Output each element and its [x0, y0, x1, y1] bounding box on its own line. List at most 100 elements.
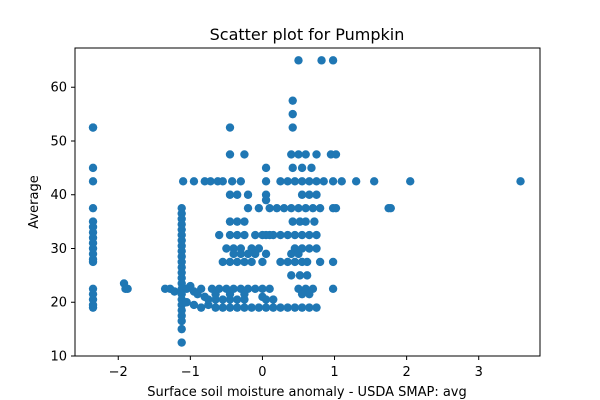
scatter-point — [196, 303, 206, 312]
scatter-point — [288, 109, 297, 119]
scatter-point — [233, 303, 242, 312]
scatter-point — [294, 203, 303, 213]
scatter-point — [369, 177, 379, 186]
y-tick-label: 40 — [50, 188, 67, 203]
scatter-point — [88, 257, 98, 267]
scatter-point — [243, 190, 253, 199]
scatter-point — [251, 230, 260, 240]
scatter-point — [315, 203, 325, 213]
scatter-point — [328, 56, 338, 65]
scatter-point — [269, 295, 278, 304]
scatter-point — [305, 289, 314, 299]
scatter-point — [214, 230, 224, 240]
y-tick-label: 20 — [50, 296, 67, 311]
scatter-point — [301, 217, 310, 226]
scatter-point — [305, 190, 314, 199]
plot-frame — [74, 47, 541, 357]
scatter-point — [331, 203, 341, 213]
scatter-point — [294, 56, 303, 65]
scatter-point — [261, 295, 271, 304]
scatter-point — [297, 163, 307, 173]
scatter-point — [254, 303, 264, 312]
scatter-point — [272, 203, 282, 213]
scatter-point — [206, 177, 215, 186]
scatter-point — [218, 257, 227, 267]
scatter-point — [276, 257, 285, 267]
scatter-point — [265, 284, 274, 294]
scatter-point — [182, 298, 191, 307]
scatter-point — [305, 177, 314, 186]
scatter-point — [240, 217, 249, 226]
scatter-point — [225, 303, 235, 312]
scatter-point — [290, 303, 300, 312]
scatter-point — [312, 244, 321, 253]
scatter-point — [261, 249, 271, 259]
scatter-point — [261, 303, 271, 312]
scatter-point — [294, 249, 303, 259]
scatter-point — [276, 230, 285, 240]
scatter-point — [177, 316, 186, 326]
scatter-point — [312, 303, 321, 312]
scatter-point — [261, 177, 271, 186]
scatter-point — [218, 295, 227, 304]
scatter-point — [189, 177, 199, 186]
scatter-point — [229, 249, 238, 259]
scatter-point — [240, 150, 249, 159]
scatter-point — [386, 203, 395, 213]
scatter-point — [247, 303, 256, 312]
scatter-point — [305, 244, 314, 253]
scatter-point — [222, 244, 231, 253]
scatter-point — [218, 303, 227, 312]
scatter-point — [265, 203, 274, 213]
y-axis-label: Average — [27, 175, 42, 228]
scatter-point — [225, 230, 235, 240]
scatter-point — [315, 257, 325, 267]
scatter-point — [240, 230, 249, 240]
scatter-point — [287, 249, 296, 259]
scatter-point — [290, 230, 300, 240]
scatter-point — [288, 123, 297, 132]
scatter-point — [88, 203, 98, 213]
scatter-point — [225, 257, 235, 267]
scatter-point — [516, 177, 525, 186]
scatter-point — [301, 150, 310, 159]
scatter-point — [225, 217, 235, 226]
scatter-point — [200, 177, 209, 186]
x-tick-label: −1 — [181, 365, 200, 380]
scatter-point — [261, 163, 271, 173]
scatter-point — [225, 123, 235, 132]
scatter-point — [337, 177, 346, 186]
scatter-point — [211, 289, 220, 299]
scatter-point — [88, 163, 98, 173]
scatter-point — [269, 230, 278, 240]
scatter-point — [233, 190, 242, 199]
tick-layer: −2 −1 0 1 2 3 10 20 30 40 50 60 — [50, 81, 482, 380]
scatter-point — [312, 230, 321, 240]
scatter-point — [283, 257, 292, 267]
scatter-point — [283, 177, 292, 186]
scatter-point — [177, 338, 186, 347]
scatter-point — [312, 190, 321, 199]
scatter-point — [297, 190, 307, 199]
scatter-point — [297, 303, 307, 312]
scatter-point — [310, 217, 319, 226]
scatter-point — [301, 203, 310, 213]
scatter-point — [288, 163, 297, 173]
scatter-point — [319, 177, 328, 186]
scatter-point — [196, 284, 206, 294]
scatter-point — [302, 271, 312, 280]
scatter-point — [406, 177, 415, 186]
scatter-point — [178, 177, 188, 186]
scatter-point — [290, 177, 300, 186]
scatter-point — [189, 300, 199, 310]
scatter-point — [287, 203, 296, 213]
scatter-point — [227, 177, 237, 186]
scatter-point — [236, 177, 246, 186]
x-tick-label: 3 — [475, 365, 483, 380]
y-tick-label: 30 — [50, 242, 67, 257]
scatter-point — [287, 150, 296, 159]
scatter-point — [295, 217, 305, 226]
scatter-point — [297, 289, 307, 299]
scatter-point — [269, 303, 278, 312]
scatter-point — [254, 203, 264, 213]
